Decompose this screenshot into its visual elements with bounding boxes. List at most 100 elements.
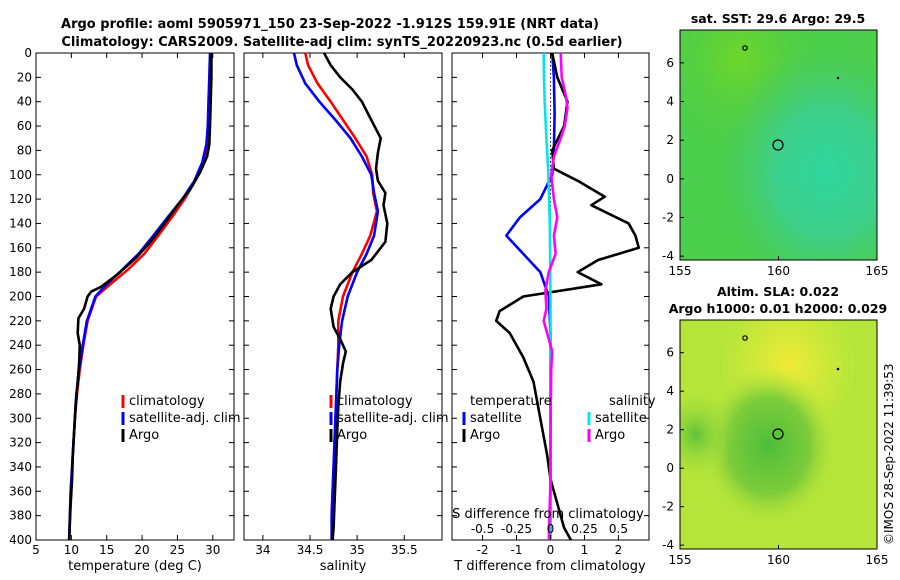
depth-tick-label: 0 xyxy=(24,46,32,60)
map-lat-tick-label: 0 xyxy=(666,172,674,186)
depth-tick-label: 160 xyxy=(9,241,32,255)
temperature-xtick-label: 25 xyxy=(170,543,185,557)
salinity-panel: 34 34.5 35 35.5 salinity climatology satell… xyxy=(243,52,449,574)
map-lat-tick-label: -4 xyxy=(662,249,674,263)
depth-tick-label: 360 xyxy=(9,484,32,498)
salinity-xtick-label: 35 xyxy=(350,543,365,557)
difference-legend-t-satellite: satellite xyxy=(470,411,522,426)
map-lat-tick-label: 2 xyxy=(666,133,674,147)
sla-map-subtitle: Argo h1000: 0.01 h2000: 0.029 xyxy=(669,301,888,316)
salinity-series-argo xyxy=(322,52,389,541)
salinity-legend: climatology satellite-adj. clim Argo xyxy=(329,394,449,443)
depth-tick-label: 300 xyxy=(9,411,32,425)
map-lon-tick-label: 160 xyxy=(767,264,790,278)
map-lat-tick-label: 0 xyxy=(666,461,674,475)
difference-s-tick-label: -0.25 xyxy=(501,522,532,536)
map-lon-tick-label: 160 xyxy=(767,553,790,567)
salinity-xlabel: salinity xyxy=(320,559,367,574)
salinity-xtick-label: 35.5 xyxy=(391,543,418,557)
map-lat-tick-label: 4 xyxy=(666,95,674,109)
depth-tick-label: 80 xyxy=(17,143,32,157)
salinity-series-satellite-adj-clim xyxy=(292,52,380,540)
depth-tick-label: 20 xyxy=(17,70,32,84)
sst-map-panel: sat. SST: 29.6 Argo: 29.5 155 160 165 6 4 2 0 -… xyxy=(662,11,888,278)
salinity-xtick-label: 34 xyxy=(255,543,270,557)
temperature-series-satellite-adj-clim xyxy=(67,52,212,541)
map-lon-tick-label: 165 xyxy=(866,264,889,278)
temperature-panel: 0 20 40 60 80 100 120 140 160 180 200 220 240 260 280 3… xyxy=(9,46,241,574)
difference-t-xlabel: T difference from climatology xyxy=(453,559,646,574)
sst-map-float-marker xyxy=(772,139,784,151)
depth-tick-label: 60 xyxy=(17,119,32,133)
depth-tick-label: 260 xyxy=(9,363,32,377)
difference-series-t-argo xyxy=(494,52,641,541)
difference-s-tick-label: 0.25 xyxy=(571,522,598,536)
sst-map-cool-patch xyxy=(680,30,877,260)
depth-tick-label: 200 xyxy=(9,290,32,304)
depth-tick-label: 100 xyxy=(9,168,32,182)
depth-tick-label: 400 xyxy=(9,533,32,547)
map-lat-tick-label: 4 xyxy=(666,384,674,398)
sst-map-island xyxy=(742,45,748,51)
map-lat-tick-label: 2 xyxy=(666,423,674,437)
difference-xtick-label: -2 xyxy=(477,543,489,557)
sla-map-title: Altim. SLA: 0.022 xyxy=(717,284,839,299)
temperature-legend-argo: Argo xyxy=(129,428,159,443)
salinity-legend-climatology: climatology xyxy=(337,394,413,409)
map-lon-tick-label: 155 xyxy=(669,264,692,278)
depth-tick-label: 180 xyxy=(9,265,32,279)
sla-map-float-marker xyxy=(772,428,784,440)
difference-panel: -2 -1 0 1 2 -0.5 -0.25 0 0.25 0.5 T difference fr… xyxy=(451,52,656,574)
map-lat-tick-label: -2 xyxy=(662,210,674,224)
map-lat-tick-label: 6 xyxy=(666,346,674,360)
depth-tick-label: 240 xyxy=(9,338,32,352)
sst-map-title: sat. SST: 29.6 Argo: 29.5 xyxy=(691,11,865,26)
depth-tick-label: 380 xyxy=(9,509,32,523)
temperature-axes-frame xyxy=(35,52,235,541)
difference-xtick-label: -1 xyxy=(511,543,523,557)
sla-map-low-patch-2 xyxy=(680,320,877,549)
temperature-xtick-label: 30 xyxy=(205,543,220,557)
salinity-xtick-label: 34.5 xyxy=(297,543,324,557)
map-lat-tick-label: -2 xyxy=(662,500,674,514)
depth-tick-label: 140 xyxy=(9,216,32,230)
difference-legend-salinity-header: salinity xyxy=(609,394,656,409)
depth-tick-label: 220 xyxy=(9,314,32,328)
temperature-xlabel: temperature (deg C) xyxy=(68,559,202,574)
temperature-xtick-label: 20 xyxy=(134,543,149,557)
temperature-legend-satellite: satellite-adj. clim xyxy=(129,411,241,426)
difference-xtick-label: 2 xyxy=(615,543,623,557)
difference-legend: temperature salinity satellite Argo sate… xyxy=(462,394,656,443)
depth-tick-label: 120 xyxy=(9,192,32,206)
difference-s-xlabel: S difference from climatology xyxy=(452,507,644,522)
difference-s-tick-label: 0.5 xyxy=(609,522,628,536)
temperature-series-argo xyxy=(67,53,213,541)
temperature-legend-climatology: climatology xyxy=(129,394,205,409)
sla-map-island-2 xyxy=(836,367,840,371)
figure-title-line2: Climatology: CARS2009. Satellite-adj cli… xyxy=(61,35,622,50)
sst-map-island-2 xyxy=(836,76,840,80)
temperature-series-climatology xyxy=(67,52,212,541)
imos-credit: ©IMOS 28-Sep-2022 11:39:53 xyxy=(882,363,896,545)
salinity-legend-argo: Argo xyxy=(337,428,367,443)
difference-legend-t-argo: Argo xyxy=(470,428,500,443)
temperature-legend: climatology satellite-adj. clim Argo xyxy=(121,394,241,443)
map-lon-tick-label: 155 xyxy=(669,553,692,567)
temperature-xtick-label: 10 xyxy=(64,543,79,557)
difference-legend-s-argo: Argo xyxy=(595,428,625,443)
difference-s-tick-label: -0.5 xyxy=(471,522,494,536)
difference-legend-temperature-header: temperature xyxy=(470,394,552,409)
map-lon-tick-label: 165 xyxy=(866,553,889,567)
salinity-legend-satellite: satellite-adj. clim xyxy=(337,411,449,426)
depth-tick-label: 280 xyxy=(9,387,32,401)
depth-tick-label: 40 xyxy=(17,95,32,109)
temperature-xtick-label: 5 xyxy=(32,543,40,557)
sla-map-island xyxy=(742,335,748,341)
temperature-xtick-label: 15 xyxy=(99,543,114,557)
map-lat-tick-label: 6 xyxy=(666,56,674,70)
difference-xtick-label: 0 xyxy=(547,543,555,557)
difference-xtick-label: 1 xyxy=(581,543,589,557)
depth-tick-label: 320 xyxy=(9,436,32,450)
difference-legend-s-satellite: satellite xyxy=(595,411,647,426)
